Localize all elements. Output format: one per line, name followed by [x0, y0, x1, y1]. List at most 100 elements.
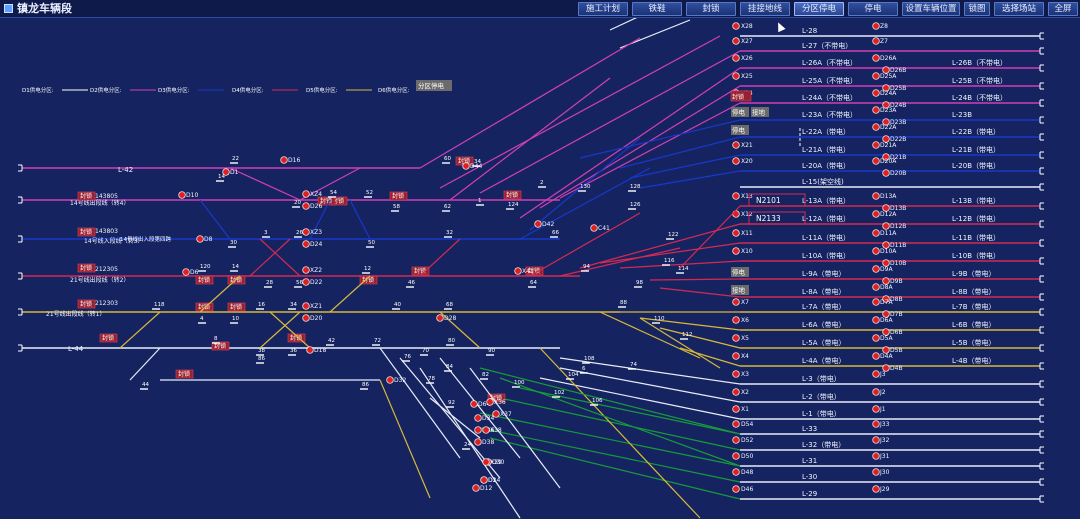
signal-D42[interactable]: [534, 220, 542, 228]
signal-X4[interactable]: [732, 352, 740, 360]
toolbar-button-4[interactable]: 分区停电: [794, 2, 844, 16]
signal-D34[interactable]: [474, 414, 482, 422]
lock-tag[interactable]: [503, 190, 522, 200]
signal-J29[interactable]: [872, 485, 880, 493]
signal-D5B[interactable]: [882, 346, 890, 354]
lock-tag[interactable]: [487, 393, 506, 403]
lock-tag[interactable]: [175, 369, 194, 379]
signal-X38[interactable]: [482, 426, 490, 434]
signal-C41[interactable]: [590, 224, 598, 232]
status-tag[interactable]: [730, 90, 752, 102]
signal-D64[interactable]: [470, 400, 478, 408]
lock-tag[interactable]: [77, 263, 96, 273]
signal-X2[interactable]: [732, 388, 740, 396]
toolbar-button-5[interactable]: 停电: [848, 2, 898, 16]
signal-D8A[interactable]: [872, 283, 880, 291]
signal-D28[interactable]: [436, 314, 444, 322]
signal-D7B[interactable]: [882, 310, 890, 318]
signal-D4A[interactable]: [872, 352, 880, 360]
lock-tag[interactable]: [77, 227, 96, 237]
toolbar-button-2[interactable]: 封锁: [686, 2, 736, 16]
signal-D54[interactable]: [732, 420, 740, 428]
signal-J33[interactable]: [872, 420, 880, 428]
signal-D20B[interactable]: [882, 169, 890, 177]
signal-X28[interactable]: [732, 22, 740, 30]
status-tag[interactable]: [751, 107, 769, 117]
lock-tag[interactable]: [195, 302, 214, 312]
lock-tag[interactable]: [211, 341, 230, 351]
signal-D24A[interactable]: [872, 89, 880, 97]
signal-X41[interactable]: [514, 267, 522, 275]
lock-tag[interactable]: [77, 191, 96, 201]
signal-D9B[interactable]: [882, 277, 890, 285]
signal-D25A[interactable]: [872, 72, 880, 80]
signal-D38[interactable]: [474, 438, 482, 446]
signal-J3[interactable]: [872, 370, 880, 378]
signal-X5[interactable]: [732, 334, 740, 342]
lock-tag[interactable]: [99, 333, 118, 343]
signal-D9A[interactable]: [872, 265, 880, 273]
status-tag[interactable]: [731, 125, 749, 135]
signal-D50[interactable]: [732, 452, 740, 460]
lock-tag[interactable]: [389, 191, 408, 201]
signal-X25[interactable]: [732, 72, 740, 80]
signal-D46[interactable]: [732, 485, 740, 493]
toolbar-button-6[interactable]: 设置车辆位置: [902, 2, 960, 16]
lock-tag[interactable]: [195, 275, 214, 285]
signal-J2[interactable]: [872, 388, 880, 396]
signal-D5A[interactable]: [872, 334, 880, 342]
signal-XZ2[interactable]: [302, 266, 310, 274]
signal-D8[interactable]: [196, 235, 204, 243]
lock-tag[interactable]: [317, 196, 336, 206]
toolbar-button-9[interactable]: 全屏: [1048, 2, 1078, 16]
toolbar-button-3[interactable]: 挂接地线: [740, 2, 790, 16]
signal-XZ3[interactable]: [302, 228, 310, 236]
signal-D23B[interactable]: [882, 118, 890, 126]
signal-D44[interactable]: [462, 162, 470, 170]
signal-D6[interactable]: [182, 268, 190, 276]
signal-D8B[interactable]: [882, 295, 890, 303]
signal-D18[interactable]: [306, 346, 314, 354]
signal-D26B[interactable]: [882, 66, 890, 74]
signal-D26[interactable]: [302, 202, 310, 210]
signal-D12A[interactable]: [872, 210, 880, 218]
signal-X26[interactable]: [732, 54, 740, 62]
toolbar-button-7[interactable]: 锁图: [964, 2, 990, 16]
signal-D4B[interactable]: [882, 364, 890, 372]
signal-Z7[interactable]: [872, 37, 880, 45]
signal-D20A[interactable]: [872, 157, 880, 165]
status-tag[interactable]: [731, 285, 749, 295]
signal-D12[interactable]: [472, 484, 480, 492]
lock-tag[interactable]: [227, 275, 246, 285]
toolbar-button-0[interactable]: 施工计划: [578, 2, 628, 16]
signal-XZ4[interactable]: [302, 190, 310, 198]
lock-tag[interactable]: [287, 333, 306, 343]
signal-D12B[interactable]: [882, 222, 890, 230]
signal-X39[interactable]: [482, 458, 490, 466]
signal-D11A[interactable]: [872, 229, 880, 237]
signal-D24[interactable]: [302, 240, 310, 248]
signal-D26A[interactable]: [872, 54, 880, 62]
legend-button[interactable]: [416, 80, 452, 91]
status-tag[interactable]: [731, 107, 749, 117]
signal-X36[interactable]: [486, 398, 494, 406]
signal-D32[interactable]: [386, 376, 394, 384]
signal-D25B[interactable]: [882, 84, 890, 92]
lock-tag[interactable]: [77, 299, 96, 309]
signal-J1[interactable]: [872, 405, 880, 413]
lock-tag[interactable]: [359, 275, 378, 285]
signal-D21B[interactable]: [882, 153, 890, 161]
signal-D1[interactable]: [222, 168, 230, 176]
signal-D14[interactable]: [480, 476, 488, 484]
signal-X7[interactable]: [732, 298, 740, 306]
signal-X13[interactable]: [732, 192, 740, 200]
signal-D16[interactable]: [280, 156, 288, 164]
status-tag[interactable]: [731, 267, 749, 277]
signal-D10B[interactable]: [882, 259, 890, 267]
signal-D11B[interactable]: [882, 241, 890, 249]
signal-D13B[interactable]: [882, 204, 890, 212]
lock-tag[interactable]: [525, 266, 544, 276]
signal-D36[interactable]: [474, 426, 482, 434]
signal-D24B[interactable]: [882, 101, 890, 109]
signal-D6B[interactable]: [882, 328, 890, 336]
